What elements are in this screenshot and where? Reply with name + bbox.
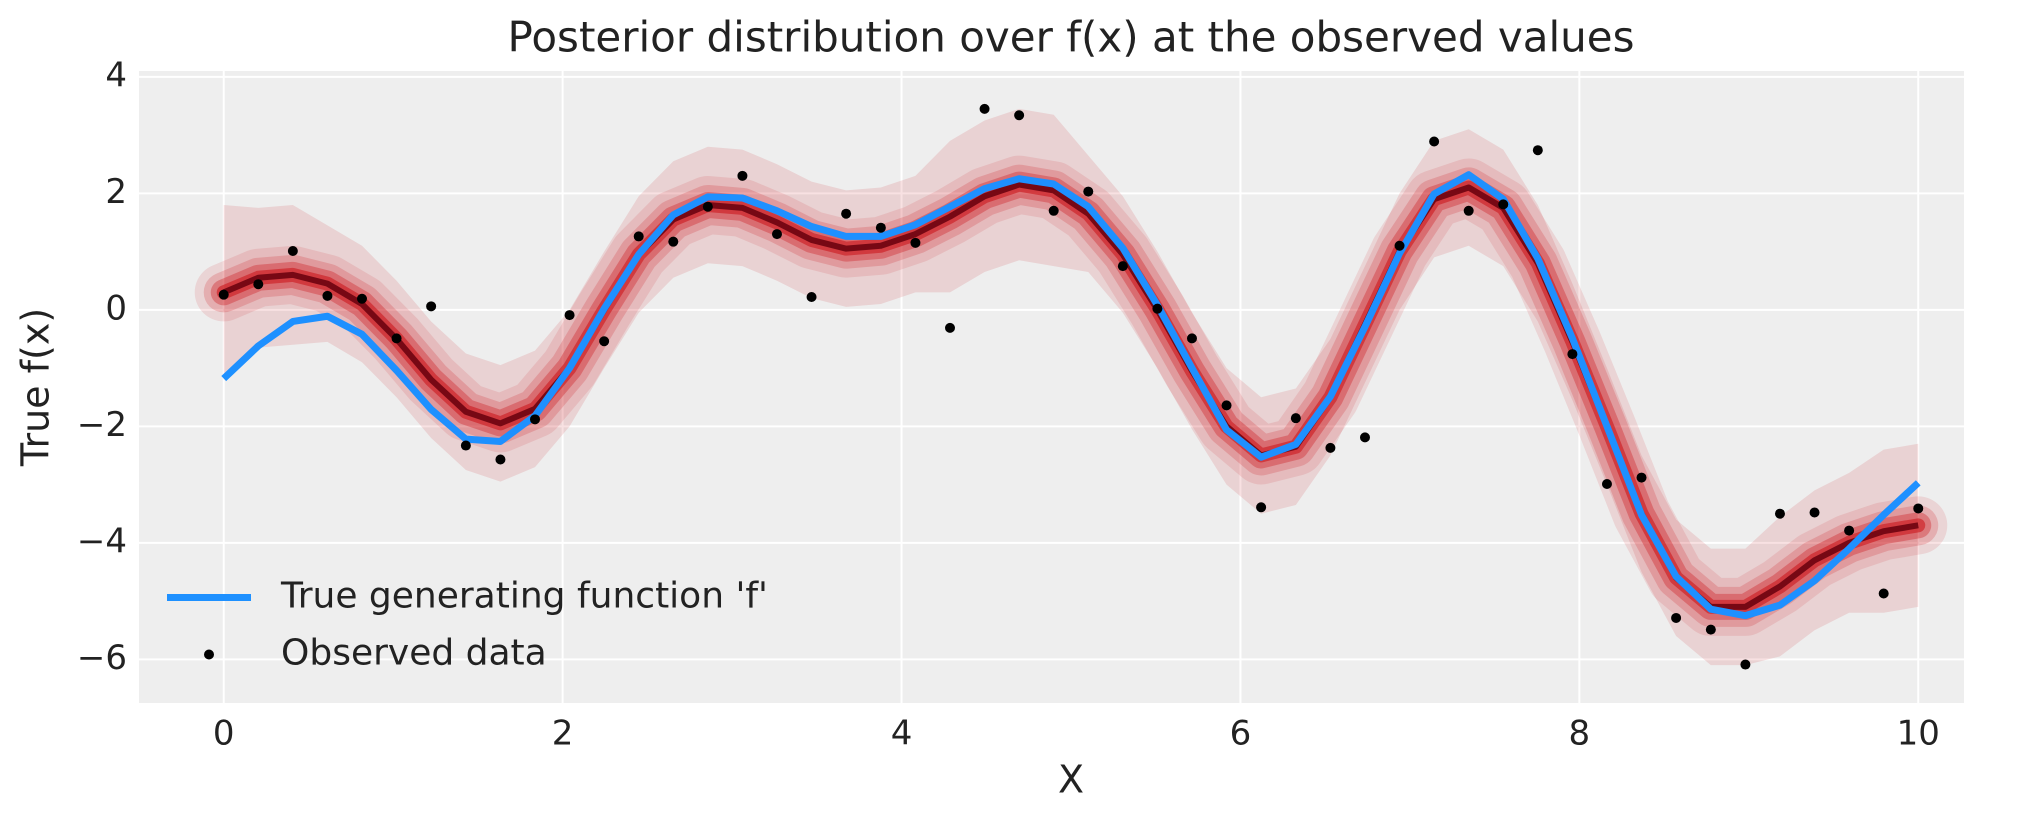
data-point bbox=[1532, 145, 1543, 156]
data-point bbox=[460, 440, 471, 451]
data-point bbox=[1152, 303, 1163, 314]
data-point bbox=[1256, 502, 1267, 513]
data-point bbox=[806, 292, 817, 303]
data-point bbox=[599, 336, 610, 347]
data-point bbox=[702, 201, 713, 212]
data-point bbox=[1014, 110, 1025, 121]
data-point bbox=[1394, 240, 1405, 251]
x-tick-label: 6 bbox=[1230, 714, 1252, 754]
data-point bbox=[875, 222, 886, 233]
x-tick-label: 4 bbox=[891, 714, 913, 754]
y-tick-label: −4 bbox=[77, 521, 127, 561]
data-point bbox=[253, 279, 264, 290]
y-axis-label: True f(x) bbox=[14, 308, 58, 467]
data-point bbox=[1913, 503, 1924, 514]
data-point bbox=[1290, 413, 1301, 424]
data-point bbox=[1498, 199, 1509, 210]
data-point bbox=[1463, 205, 1474, 216]
data-point bbox=[1844, 525, 1855, 536]
y-tick-label: 2 bbox=[105, 172, 127, 212]
legend-label: True generating function 'f' bbox=[280, 576, 768, 617]
y-tick-label: −2 bbox=[77, 405, 127, 445]
data-point bbox=[1048, 205, 1059, 216]
x-tick-label: 10 bbox=[1897, 714, 1940, 754]
data-point bbox=[356, 293, 367, 304]
data-point bbox=[1878, 588, 1889, 599]
x-axis-label: X bbox=[1058, 758, 1084, 802]
data-point bbox=[668, 236, 679, 247]
data-point bbox=[495, 454, 506, 465]
data-point bbox=[737, 170, 748, 181]
data-point bbox=[771, 229, 782, 240]
data-point bbox=[1809, 507, 1820, 518]
chart-title: Posterior distribution over f(x) at the … bbox=[508, 13, 1635, 62]
data-point bbox=[1117, 261, 1128, 272]
x-tick-label: 0 bbox=[213, 714, 235, 754]
data-point bbox=[1221, 400, 1232, 411]
plot-layer bbox=[194, 103, 1948, 670]
data-point bbox=[218, 289, 229, 300]
data-point bbox=[287, 245, 298, 256]
y-tick-label: 4 bbox=[105, 55, 127, 95]
series-line bbox=[221, 171, 1921, 620]
data-point bbox=[426, 301, 437, 312]
legend-marker bbox=[204, 649, 214, 660]
legend-label: Observed data bbox=[281, 633, 547, 674]
data-point bbox=[1774, 508, 1785, 519]
data-point bbox=[391, 333, 402, 344]
data-point bbox=[1567, 349, 1578, 360]
data-point bbox=[1083, 186, 1094, 197]
data-point bbox=[1705, 624, 1716, 635]
data-point bbox=[322, 290, 333, 301]
y-tick-label: −6 bbox=[77, 638, 127, 678]
data-point bbox=[633, 231, 644, 242]
data-point bbox=[1325, 442, 1336, 453]
data-point bbox=[910, 237, 921, 248]
data-point bbox=[564, 310, 575, 321]
data-point bbox=[944, 322, 955, 333]
x-tick-label: 2 bbox=[552, 714, 574, 754]
y-tick-label: 0 bbox=[105, 288, 127, 328]
x-tick-label: 8 bbox=[1569, 714, 1591, 754]
data-point bbox=[1671, 612, 1682, 623]
data-point bbox=[1429, 136, 1440, 147]
data-point bbox=[841, 208, 852, 219]
data-point bbox=[1601, 478, 1612, 489]
data-point bbox=[1359, 432, 1370, 443]
data-point bbox=[1740, 659, 1751, 670]
data-point bbox=[1636, 472, 1647, 483]
data-point bbox=[530, 414, 541, 425]
data-point bbox=[1186, 333, 1197, 344]
data-point bbox=[979, 103, 990, 114]
